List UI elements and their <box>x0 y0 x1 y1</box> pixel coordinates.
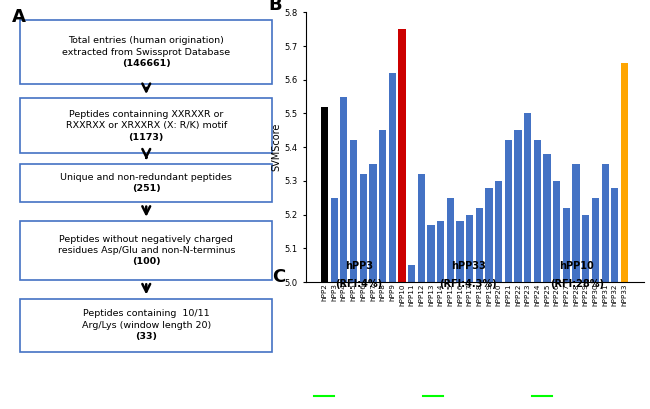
Bar <box>476 208 483 409</box>
Text: C: C <box>272 268 285 286</box>
Text: (1173): (1173) <box>129 133 164 142</box>
Bar <box>611 188 618 409</box>
FancyBboxPatch shape <box>21 20 272 84</box>
Bar <box>369 164 376 409</box>
Text: (146661): (146661) <box>122 59 170 68</box>
Bar <box>418 174 425 409</box>
Text: Peptides containing  10/11: Peptides containing 10/11 <box>83 309 209 318</box>
Bar <box>553 181 560 409</box>
Text: Peptides without negatively charged: Peptides without negatively charged <box>59 234 233 244</box>
Bar <box>486 188 493 409</box>
Bar <box>427 225 435 409</box>
FancyBboxPatch shape <box>21 221 272 280</box>
FancyBboxPatch shape <box>21 299 272 352</box>
Bar <box>582 215 590 409</box>
Text: B: B <box>268 0 282 14</box>
Text: (100): (100) <box>132 257 161 267</box>
Text: residues Asp/Glu and non-N-terminus: residues Asp/Glu and non-N-terminus <box>57 246 235 255</box>
Y-axis label: SVMScore: SVMScore <box>272 123 282 171</box>
Bar <box>563 208 570 409</box>
Text: Total entries (human origination): Total entries (human origination) <box>68 36 224 45</box>
Bar <box>495 181 502 409</box>
Text: hPP3: hPP3 <box>345 261 373 271</box>
Bar <box>331 198 338 409</box>
Bar <box>592 198 599 409</box>
Text: RXXRXX or XRXXRX (X: R/K) motif: RXXRXX or XRXXRX (X: R/K) motif <box>66 121 227 130</box>
Text: Arg/Lys (window length 20): Arg/Lys (window length 20) <box>82 321 211 330</box>
Bar <box>408 265 415 409</box>
Bar <box>389 73 396 409</box>
Bar <box>573 164 580 409</box>
Text: (RFI:4%): (RFI:4%) <box>335 279 383 289</box>
Bar <box>601 164 609 409</box>
Text: Unique and non-redundant peptides: Unique and non-redundant peptides <box>60 173 232 182</box>
Bar <box>398 29 406 409</box>
Bar <box>524 113 531 409</box>
Text: hPP33: hPP33 <box>451 261 486 271</box>
Bar <box>321 107 328 409</box>
FancyBboxPatch shape <box>21 164 272 202</box>
Text: extracted from Swissprot Database: extracted from Swissprot Database <box>62 47 230 57</box>
Text: (33): (33) <box>135 332 157 341</box>
Bar <box>534 140 541 409</box>
Bar <box>505 140 512 409</box>
Bar <box>621 63 628 409</box>
Text: (RFI:4.3%): (RFI:4.3%) <box>439 279 497 289</box>
Bar <box>514 130 522 409</box>
Text: (251): (251) <box>132 184 161 193</box>
Text: A: A <box>12 8 26 26</box>
FancyBboxPatch shape <box>21 98 272 153</box>
Bar <box>437 221 444 409</box>
Bar <box>359 174 367 409</box>
Text: hPP10: hPP10 <box>560 261 594 271</box>
Bar <box>447 198 454 409</box>
Text: Peptides containning XXRXXR or: Peptides containning XXRXXR or <box>69 110 224 119</box>
Bar <box>466 215 473 409</box>
Bar <box>350 140 357 409</box>
Bar <box>543 154 551 409</box>
Text: (RFI:28%): (RFI:28%) <box>550 279 604 289</box>
Bar <box>340 97 348 409</box>
Bar <box>456 221 463 409</box>
Bar <box>379 130 386 409</box>
